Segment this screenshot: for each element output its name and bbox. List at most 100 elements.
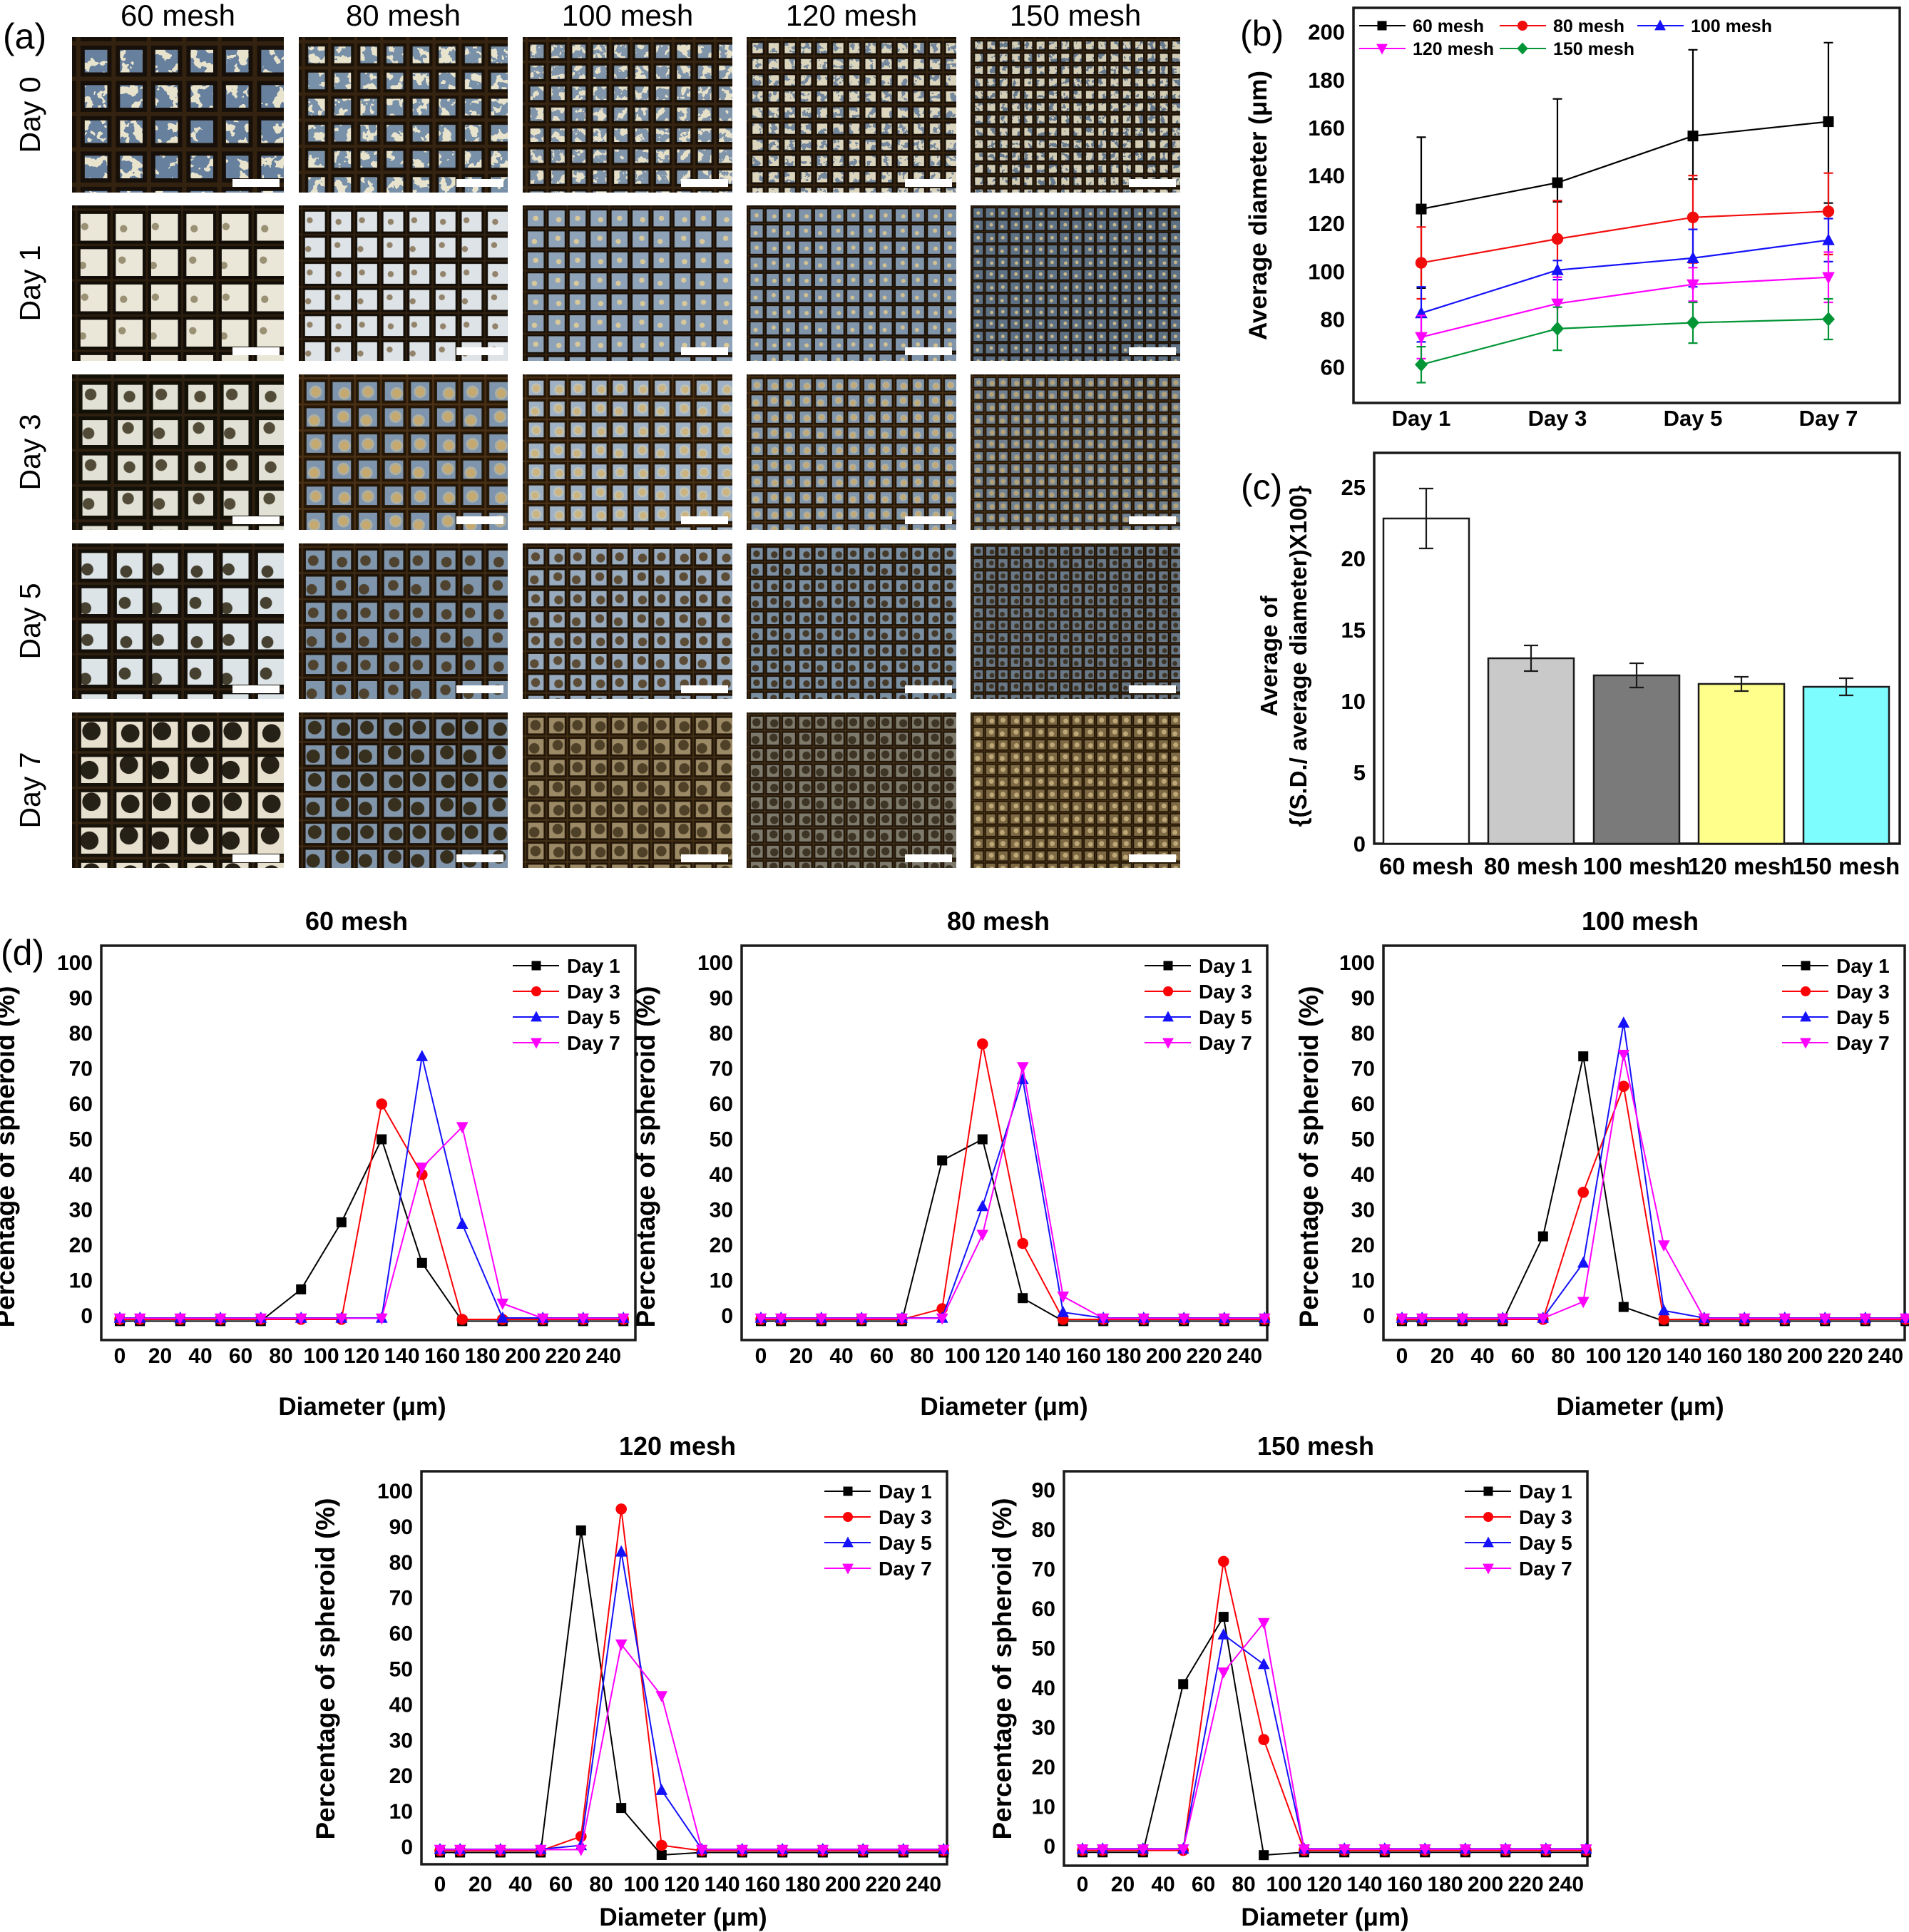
svg-text:30: 30: [1032, 1717, 1055, 1740]
svg-text:10: 10: [1032, 1796, 1055, 1819]
svg-text:220: 220: [865, 1873, 901, 1896]
svg-text:60: 60: [549, 1873, 573, 1896]
svg-text:100: 100: [944, 1344, 980, 1368]
svg-text:60: 60: [1511, 1344, 1535, 1368]
svg-text:60 mesh: 60 mesh: [121, 0, 235, 32]
svg-text:Day 5: Day 5: [14, 583, 46, 659]
svg-text:100: 100: [697, 951, 733, 975]
svg-text:Day 3: Day 3: [1836, 981, 1890, 1003]
svg-text:Diameter (μm): Diameter (μm): [1241, 1903, 1408, 1931]
svg-text:Day 3: Day 3: [879, 1506, 932, 1528]
svg-text:Day 7: Day 7: [1519, 1558, 1572, 1580]
svg-text:200: 200: [505, 1344, 541, 1368]
svg-text:20: 20: [69, 1234, 93, 1257]
svg-text:160: 160: [1706, 1344, 1742, 1368]
svg-text:0: 0: [1043, 1835, 1055, 1859]
svg-text:120 mesh: 120 mesh: [1688, 853, 1795, 879]
svg-text:120 mesh: 120 mesh: [619, 1431, 736, 1461]
svg-text:100 mesh: 100 mesh: [1582, 906, 1699, 936]
svg-text:60 mesh: 60 mesh: [1413, 16, 1484, 36]
svg-text:Percentage of spheroid (%): Percentage of spheroid (%): [0, 986, 20, 1327]
svg-text:(b): (b): [1240, 14, 1284, 53]
svg-text:10: 10: [69, 1269, 93, 1293]
svg-text:240: 240: [1548, 1873, 1584, 1896]
svg-text:60: 60: [1351, 1093, 1375, 1116]
svg-text:30: 30: [1351, 1199, 1375, 1222]
svg-text:0: 0: [434, 1873, 446, 1896]
svg-text:100: 100: [1266, 1873, 1301, 1896]
svg-text:20: 20: [389, 1764, 413, 1788]
svg-text:50: 50: [389, 1658, 413, 1682]
svg-text:80: 80: [589, 1873, 613, 1896]
svg-text:80 mesh: 80 mesh: [346, 0, 461, 32]
svg-text:Percentage of spheroid (%): Percentage of spheroid (%): [311, 1498, 340, 1839]
svg-text:160: 160: [1065, 1344, 1101, 1368]
svg-text:Day 3: Day 3: [14, 414, 46, 490]
svg-text:50: 50: [1351, 1128, 1375, 1152]
svg-text:30: 30: [710, 1199, 733, 1222]
svg-text:Day 3: Day 3: [1528, 406, 1587, 431]
svg-text:120 mesh: 120 mesh: [786, 0, 917, 32]
svg-text:200: 200: [1787, 1344, 1823, 1368]
svg-text:240: 240: [1868, 1344, 1903, 1368]
svg-text:140: 140: [384, 1344, 419, 1368]
svg-text:40: 40: [188, 1344, 212, 1368]
svg-text:100 mesh: 100 mesh: [1691, 16, 1772, 36]
svg-text:Day 5: Day 5: [879, 1532, 932, 1554]
svg-text:Day 5: Day 5: [1664, 406, 1723, 431]
svg-text:20: 20: [1032, 1756, 1055, 1779]
svg-text:Average of: Average of: [1256, 595, 1282, 716]
svg-text:160: 160: [744, 1873, 780, 1896]
svg-text:140: 140: [1308, 163, 1345, 188]
svg-text:80 mesh: 80 mesh: [1553, 16, 1624, 36]
svg-text:80: 80: [910, 1344, 933, 1368]
svg-text:100: 100: [303, 1344, 339, 1368]
svg-text:0: 0: [1353, 832, 1366, 857]
svg-text:{(S.D./ average diameter)X100}: {(S.D./ average diameter)X100}: [1285, 485, 1311, 827]
svg-text:10: 10: [710, 1269, 733, 1293]
svg-text:5: 5: [1353, 760, 1366, 785]
svg-text:40: 40: [710, 1163, 733, 1187]
svg-text:20: 20: [1431, 1344, 1454, 1368]
svg-text:120: 120: [1626, 1344, 1662, 1368]
svg-text:20: 20: [1341, 546, 1366, 571]
svg-text:80: 80: [710, 1022, 733, 1046]
svg-text:0: 0: [721, 1304, 733, 1328]
svg-text:0: 0: [1396, 1344, 1408, 1368]
svg-text:160: 160: [1387, 1873, 1423, 1896]
svg-text:Average diameter (μm): Average diameter (μm): [1244, 71, 1272, 340]
svg-text:70: 70: [1351, 1058, 1375, 1081]
svg-text:90: 90: [710, 987, 733, 1011]
svg-text:100: 100: [1308, 259, 1345, 284]
svg-text:80: 80: [269, 1344, 292, 1368]
svg-text:0: 0: [1363, 1304, 1375, 1328]
svg-text:100: 100: [1339, 951, 1375, 975]
svg-text:240: 240: [906, 1873, 941, 1896]
svg-text:50: 50: [710, 1128, 733, 1152]
svg-text:Diameter (μm): Diameter (μm): [1556, 1393, 1724, 1421]
svg-text:120: 120: [1308, 211, 1345, 236]
svg-text:80: 80: [1032, 1518, 1055, 1542]
svg-text:60: 60: [1192, 1873, 1215, 1896]
svg-text:60: 60: [389, 1622, 413, 1646]
svg-text:25: 25: [1341, 475, 1366, 500]
svg-text:100 mesh: 100 mesh: [562, 0, 693, 32]
svg-text:20: 20: [710, 1234, 733, 1257]
svg-text:Diameter (μm): Diameter (μm): [278, 1393, 446, 1421]
svg-text:(d): (d): [1, 933, 44, 973]
svg-text:70: 70: [69, 1058, 93, 1081]
svg-text:60: 60: [1032, 1598, 1055, 1621]
svg-text:120: 120: [664, 1873, 700, 1896]
svg-text:40: 40: [1470, 1344, 1494, 1368]
svg-text:70: 70: [1032, 1558, 1055, 1582]
svg-text:Day 7: Day 7: [1836, 1032, 1890, 1054]
svg-text:10: 10: [1341, 689, 1366, 714]
svg-text:Day 5: Day 5: [1519, 1532, 1572, 1554]
svg-text:Day 1: Day 1: [1199, 955, 1252, 977]
svg-text:60: 60: [1321, 355, 1345, 380]
svg-text:200: 200: [1146, 1344, 1182, 1368]
svg-text:Day 7: Day 7: [1199, 1032, 1252, 1054]
svg-text:Day 1: Day 1: [1519, 1481, 1572, 1503]
svg-text:80 mesh: 80 mesh: [947, 906, 1050, 936]
svg-text:Day 1: Day 1: [14, 245, 46, 321]
